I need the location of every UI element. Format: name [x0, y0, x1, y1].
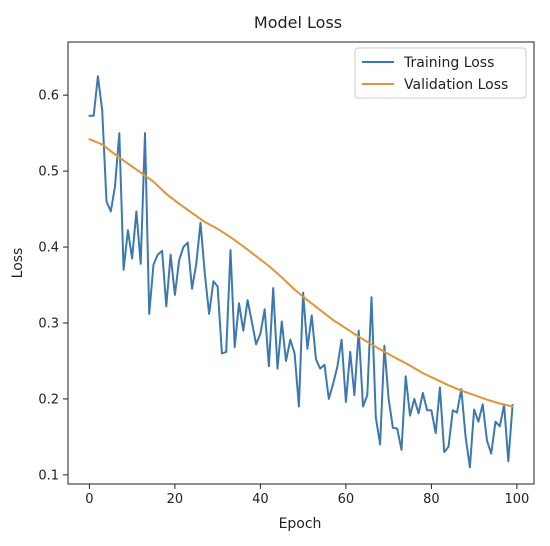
chart-title: Model Loss — [254, 13, 342, 32]
x-tick-label: 40 — [252, 492, 269, 507]
legend-box — [354, 47, 527, 99]
legend-label: Validation Loss — [404, 77, 508, 93]
y-tick-label: 0.1 — [38, 468, 59, 483]
x-tick-label: 60 — [338, 492, 355, 507]
y-tick-label: 0.6 — [38, 89, 59, 104]
y-axis-label: Loss — [10, 248, 26, 279]
y-axis: 0.1 0.2 0.3 0.4 0.5 0.6 — [38, 89, 68, 483]
y-tick-label: 0.2 — [38, 392, 59, 407]
x-tick-label: 100 — [504, 492, 529, 507]
series-line-validation-loss — [88, 138, 514, 408]
x-axis: 0 20 40 60 80 100 — [85, 484, 529, 507]
x-tick-label: 0 — [85, 492, 93, 507]
series-line-training-loss — [88, 75, 514, 469]
y-tick-label: 0.3 — [38, 316, 59, 331]
x-axis-label: Epoch — [279, 516, 322, 532]
legend: Training Loss Validation Loss — [354, 47, 527, 99]
plot-lines — [88, 75, 514, 469]
plot-frame — [67, 41, 535, 485]
y-tick-label: 0.5 — [38, 165, 59, 180]
x-tick-label: 20 — [167, 492, 184, 507]
x-tick-label: 80 — [423, 492, 440, 507]
y-tick-label: 0.4 — [38, 241, 59, 256]
legend-label: Training Loss — [403, 55, 494, 71]
